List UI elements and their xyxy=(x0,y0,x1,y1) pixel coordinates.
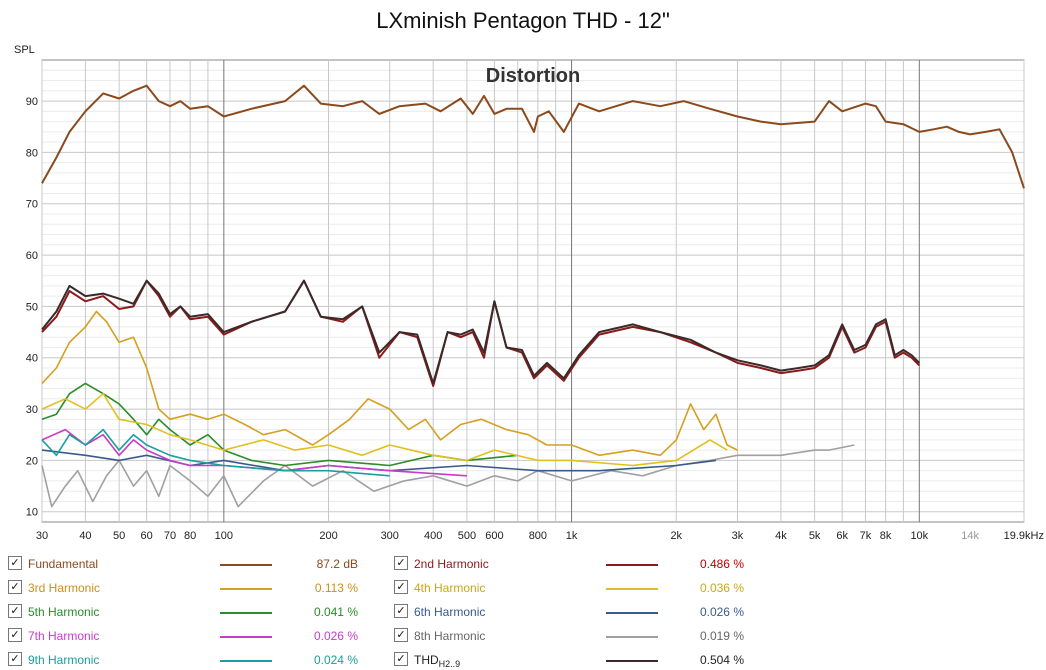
plot-subtitle: Distortion xyxy=(486,65,580,87)
legend-swatch xyxy=(220,636,272,638)
x-tick-label: 60 xyxy=(141,530,153,542)
legend-checkbox[interactable]: ✓ xyxy=(394,652,408,666)
legend-item-3rd-harmonic: ✓ 3rd Harmonic 0.113 % xyxy=(8,576,388,598)
legend-value: 0.019 % xyxy=(699,629,744,643)
legend-label: 3rd Harmonic xyxy=(28,581,101,595)
x-tick-label: 400 xyxy=(424,530,442,542)
legend-item-8th-harmonic: ✓ 8th Harmonic 0.019 % xyxy=(394,624,774,646)
x-tick-label: 8k xyxy=(880,530,892,542)
x-tick-label: 7k xyxy=(860,530,872,542)
y-tick-label: 50 xyxy=(26,301,38,313)
legend-value: 0.504 % xyxy=(699,653,744,667)
y-tick-label: 20 xyxy=(26,455,38,467)
y-tick-label: 10 xyxy=(26,507,38,519)
x-tick-label: 30 xyxy=(36,530,48,542)
legend-label: THDH2..9 xyxy=(414,653,461,669)
legend-checkbox[interactable]: ✓ xyxy=(8,628,22,642)
x-tick-label: 5k xyxy=(809,530,821,542)
x-tick-label: 4k xyxy=(775,530,787,542)
legend-checkbox[interactable]: ✓ xyxy=(394,556,408,570)
series-line-9th-harmonic xyxy=(41,428,390,477)
y-tick-label: 60 xyxy=(26,250,38,262)
legend-checkbox[interactable]: ✓ xyxy=(8,652,22,666)
legend-swatch xyxy=(220,660,272,662)
legend-label: 4th Harmonic xyxy=(414,581,486,595)
x-tick-label: 100 xyxy=(215,530,233,542)
x-tick-label: 800 xyxy=(529,530,547,542)
x-tick-label: 200 xyxy=(319,530,337,542)
legend-label: 6th Harmonic xyxy=(414,605,486,619)
legend-checkbox[interactable]: ✓ xyxy=(8,604,22,618)
x-tick-label: 19.9kHz xyxy=(1004,530,1044,542)
legend-item-7th-harmonic: ✓ 7th Harmonic 0.026 % xyxy=(8,624,388,646)
x-tick-label: 600 xyxy=(485,530,503,542)
legend-value: 87.2 dB xyxy=(316,557,358,571)
legend-item-2nd-harmonic: ✓ 2nd Harmonic 0.486 % xyxy=(394,552,774,574)
chart-title: LXminish Pentagon THD - 12" xyxy=(376,8,670,33)
legend-label: 9th Harmonic xyxy=(28,653,100,667)
legend-item-thd: ✓ THDH2..9 0.504 % xyxy=(394,648,774,670)
legend-value: 0.486 % xyxy=(699,557,744,571)
legend-swatch xyxy=(220,564,272,566)
legend-label: 7th Harmonic xyxy=(28,629,100,643)
legend-swatch xyxy=(606,612,658,614)
legend-checkbox[interactable]: ✓ xyxy=(8,580,22,594)
legend-swatch xyxy=(606,588,658,590)
legend-swatch xyxy=(220,588,272,590)
legend-item-5th-harmonic: ✓ 5th Harmonic 0.041 % xyxy=(8,600,388,622)
legend-value: 0.026 % xyxy=(699,605,744,619)
y-tick-label: 30 xyxy=(26,404,38,416)
series-line-4th-harmonic xyxy=(41,392,728,467)
series-line-3rd-harmonic xyxy=(41,310,738,457)
y-tick-label: 80 xyxy=(26,147,38,159)
y-tick-label: 90 xyxy=(26,96,38,108)
legend-swatch xyxy=(606,636,658,638)
legend-item-6th-harmonic: ✓ 6th Harmonic 0.026 % xyxy=(394,600,774,622)
y-tick-label: 40 xyxy=(26,353,38,365)
series-line-fundamental xyxy=(41,84,1025,189)
x-tick-label: 40 xyxy=(79,530,91,542)
legend: ✓ Fundamental 87.2 dB ✓ 2nd Harmonic 0.486 % ✓… xyxy=(0,548,1046,670)
legend-label: Fundamental xyxy=(28,557,99,571)
x-tick-label: 14k xyxy=(961,530,979,542)
legend-swatch xyxy=(606,660,658,662)
distortion-plot: SPL Distortion 10 20 30 40 50 60 70 80 90 30 40 50 6… xyxy=(14,44,1044,542)
legend-value: 0.036 % xyxy=(699,581,744,595)
legend-checkbox[interactable]: ✓ xyxy=(394,604,408,618)
legend-label: 5th Harmonic xyxy=(28,605,100,619)
y-axis-label: SPL xyxy=(14,44,35,56)
legend-label: 8th Harmonic xyxy=(414,629,486,643)
x-tick-label: 6k xyxy=(836,530,848,542)
x-tick-label: 3k xyxy=(732,530,744,542)
legend-item-4th-harmonic: ✓ 4th Harmonic 0.036 % xyxy=(394,576,774,598)
legend-label-subscript: H2..9 xyxy=(438,659,461,669)
x-tick-label: 50 xyxy=(113,530,125,542)
x-tick-label: 80 xyxy=(184,530,196,542)
series-line-thd xyxy=(41,279,921,385)
legend-item-fundamental: ✓ Fundamental 87.2 dB xyxy=(8,552,388,574)
x-tick-label: 500 xyxy=(458,530,476,542)
legend-checkbox[interactable]: ✓ xyxy=(394,628,408,642)
legend-swatch xyxy=(606,564,658,566)
legend-swatch xyxy=(220,612,272,614)
legend-checkbox[interactable]: ✓ xyxy=(394,580,408,594)
legend-value: 0.041 % xyxy=(313,605,358,619)
legend-label: 2nd Harmonic xyxy=(414,557,489,571)
x-tick-label: 2k xyxy=(670,530,682,542)
legend-value: 0.026 % xyxy=(313,629,358,643)
y-tick-label: 70 xyxy=(26,199,38,211)
x-tick-label: 70 xyxy=(164,530,176,542)
legend-value: 0.113 % xyxy=(314,581,358,595)
x-tick-label: 300 xyxy=(381,530,399,542)
x-tick-label: 10k xyxy=(910,530,928,542)
legend-item-9th-harmonic: ✓ 9th Harmonic 0.024 % xyxy=(8,648,388,670)
legend-value: 0.024 % xyxy=(313,653,358,667)
legend-checkbox[interactable]: ✓ xyxy=(8,556,22,570)
x-tick-label: 1k xyxy=(566,530,578,542)
series-line-2nd-harmonic xyxy=(41,279,921,387)
